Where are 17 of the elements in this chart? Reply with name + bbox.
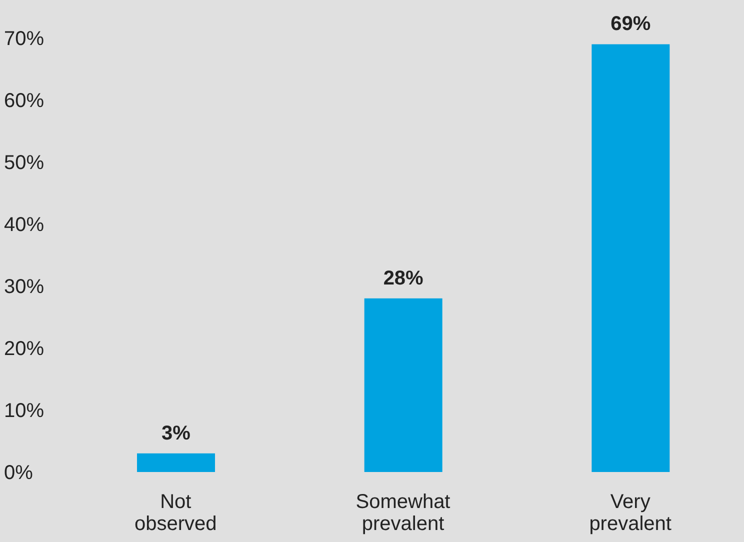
x-tick-label: Somewhat prevalent xyxy=(356,491,451,535)
y-tick-label: 10% xyxy=(4,400,44,422)
y-tick-label: 70% xyxy=(4,28,44,50)
y-tick-label: 60% xyxy=(4,90,44,112)
y-tick-label: 50% xyxy=(4,152,44,174)
x-tick-label: Not observed xyxy=(134,491,217,535)
data-label: 28% xyxy=(383,267,424,290)
y-tick-label: 30% xyxy=(4,276,44,298)
bar xyxy=(592,44,670,472)
data-label: 69% xyxy=(610,13,651,36)
bar xyxy=(364,298,442,472)
y-tick-label: 20% xyxy=(4,338,44,360)
y-tick-label: 40% xyxy=(4,214,44,236)
y-tick-label: 0% xyxy=(4,462,34,484)
data-label: 3% xyxy=(162,422,191,444)
x-tick-label: Very prevalent xyxy=(589,491,672,535)
bar xyxy=(137,453,215,472)
